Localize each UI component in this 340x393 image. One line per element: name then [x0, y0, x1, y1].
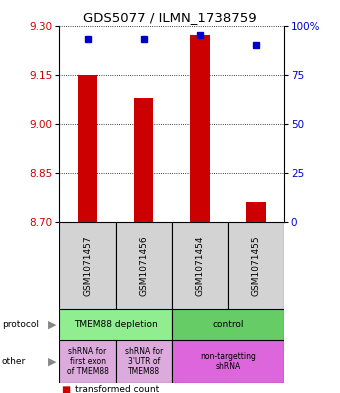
Text: transformed count: transformed count	[75, 385, 159, 393]
Text: GSM1071455: GSM1071455	[251, 235, 260, 296]
Bar	[59, 340, 116, 383]
Bar	[59, 309, 172, 340]
Text: ▶: ▶	[49, 356, 57, 367]
Text: GSM1071457: GSM1071457	[83, 235, 92, 296]
Text: control: control	[212, 320, 243, 329]
Bar	[172, 309, 284, 340]
Text: shRNA for
first exon
of TMEM88: shRNA for first exon of TMEM88	[67, 347, 108, 376]
Bar	[228, 222, 284, 309]
Bar	[116, 340, 172, 383]
Text: shRNA for
3'UTR of
TMEM88: shRNA for 3'UTR of TMEM88	[124, 347, 163, 376]
Bar	[78, 75, 97, 222]
Text: GSM1071456: GSM1071456	[139, 235, 148, 296]
Bar	[172, 340, 284, 383]
Bar	[116, 222, 172, 309]
Text: other: other	[2, 357, 26, 366]
Text: ■: ■	[61, 385, 70, 393]
Text: non-targetting
shRNA: non-targetting shRNA	[200, 352, 256, 371]
Text: GSM1071454: GSM1071454	[195, 235, 204, 296]
Text: ▶: ▶	[49, 319, 57, 329]
Bar	[134, 97, 153, 222]
Bar	[190, 35, 209, 222]
Text: protocol: protocol	[2, 320, 39, 329]
Bar	[172, 222, 228, 309]
Bar	[59, 222, 116, 309]
Bar	[246, 202, 266, 222]
Text: TMEM88 depletion: TMEM88 depletion	[74, 320, 157, 329]
Text: GDS5077 / ILMN_1738759: GDS5077 / ILMN_1738759	[83, 11, 257, 24]
